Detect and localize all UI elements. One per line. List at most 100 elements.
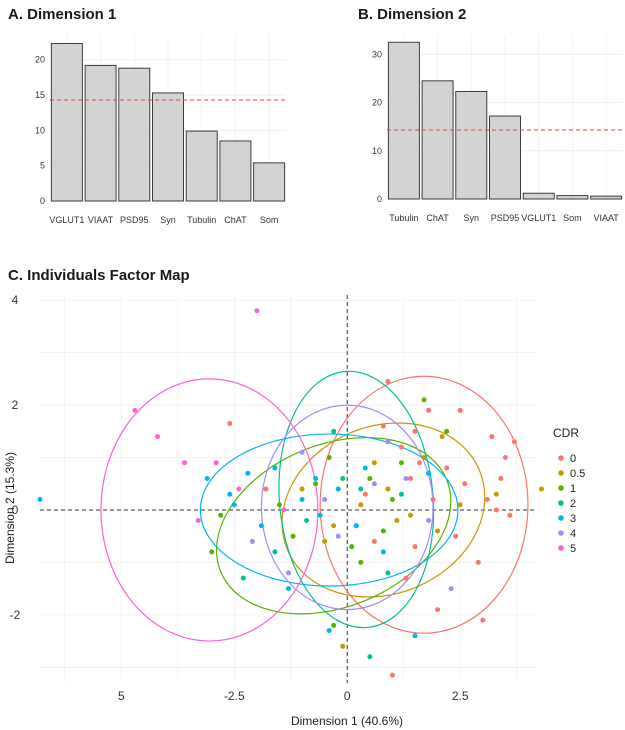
point-cdr-3 xyxy=(353,523,359,529)
point-cdr-0 xyxy=(493,507,499,513)
point-cdr-3 xyxy=(426,470,432,476)
point-cdr-0 xyxy=(484,496,490,502)
legend-key-4 xyxy=(558,530,564,536)
point-cdr-0 xyxy=(407,476,413,482)
panel-a-title: A. Dimension 1 xyxy=(8,6,116,23)
point-cdr-0 xyxy=(385,379,391,385)
point-cdr-3 xyxy=(227,491,233,497)
point-cdr-0.5 xyxy=(358,502,364,508)
bar-viaat xyxy=(84,64,117,202)
x-tick-label: ChAT xyxy=(224,215,247,225)
point-cdr-5 xyxy=(195,517,201,523)
point-cdr-4 xyxy=(371,481,377,487)
point-cdr-1 xyxy=(313,481,319,487)
x-tick-label: PSD95 xyxy=(120,215,149,225)
point-cdr-2 xyxy=(358,486,364,492)
point-cdr-1 xyxy=(218,512,224,518)
x-tick-label: Syn xyxy=(160,215,176,225)
point-cdr-0 xyxy=(489,434,495,440)
y-tick-label: 4 xyxy=(12,293,19,307)
legend-label: 3 xyxy=(570,513,576,525)
point-cdr-3 xyxy=(299,496,305,502)
point-cdr-0 xyxy=(435,607,441,613)
point-cdr-3 xyxy=(335,486,341,492)
point-cdr-1 xyxy=(367,476,373,482)
point-cdr-0 xyxy=(398,444,404,450)
point-cdr-2 xyxy=(385,570,391,576)
point-cdr-5 xyxy=(254,308,260,314)
point-cdr-2 xyxy=(367,654,373,660)
point-cdr-0.5 xyxy=(340,643,346,649)
point-cdr-0 xyxy=(502,455,508,461)
x-tick-label: Syn xyxy=(464,213,480,223)
bar-som xyxy=(253,162,286,202)
point-cdr-5 xyxy=(182,460,188,466)
point-cdr-0.5 xyxy=(457,502,463,508)
x-tick-label: ChAT xyxy=(426,213,449,223)
bar-chat xyxy=(421,80,454,200)
x-tick-label: 5 xyxy=(118,689,125,703)
cdr-legend: CDR 0 0.5 1 2 3 4 5 xyxy=(553,426,585,555)
point-cdr-5 xyxy=(154,434,160,440)
point-cdr-0 xyxy=(362,491,368,497)
legend-key-0 xyxy=(558,455,564,461)
point-cdr-1 xyxy=(209,549,215,555)
point-cdr-2 xyxy=(304,517,310,523)
y-tick-label: 0 xyxy=(40,196,45,206)
panel-b-title: B. Dimension 2 xyxy=(358,6,466,23)
y-tick-label: 20 xyxy=(372,98,382,108)
x-axis-label: Dimension 1 (40.6%) xyxy=(291,714,403,728)
point-cdr-0.5 xyxy=(322,538,328,544)
dimension-2-bar-chart: 0 10 20 30 Tubulin ChAT Syn PSD95 VGLUT1 Som VIAAT xyxy=(372,35,623,223)
ellipse-cdr-0.5 xyxy=(281,422,486,598)
point-cdr-3 xyxy=(231,502,237,508)
bar-psd95 xyxy=(489,115,521,200)
y-tick-label: 10 xyxy=(372,146,382,156)
point-cdr-3 xyxy=(286,586,291,592)
legend-key-5 xyxy=(558,545,564,551)
point-cdr-3 xyxy=(258,523,264,529)
point-cdr-4 xyxy=(299,449,305,455)
point-cdr-0.5 xyxy=(371,460,377,466)
point-cdr-3 xyxy=(412,633,418,639)
point-cdr-4 xyxy=(426,517,432,523)
point-cdr-0 xyxy=(457,407,463,413)
point-cdr-1 xyxy=(398,460,404,466)
point-cdr-1 xyxy=(349,544,355,550)
y-tick-label: -2 xyxy=(10,608,21,622)
legend-key-0.5 xyxy=(558,470,564,476)
plot-background xyxy=(40,295,537,683)
y-tick-label: 0 xyxy=(377,194,382,204)
x-tick-label: -2.5 xyxy=(224,689,245,703)
point-cdr-1 xyxy=(331,622,337,628)
point-cdr-3 xyxy=(37,496,43,502)
point-cdr-4 xyxy=(322,496,328,502)
point-cdr-0.5 xyxy=(407,512,413,518)
point-cdr-0 xyxy=(444,465,450,471)
bar-tubulin xyxy=(387,41,420,200)
ellipse-cdr-5 xyxy=(100,378,319,642)
legend-key-1 xyxy=(558,485,564,491)
point-cdr-0.5 xyxy=(435,528,441,534)
individuals-factor-map: 5 -2.5 0 2.5 4 2 0 -2 xyxy=(10,293,545,703)
y-tick-label: 2 xyxy=(12,398,19,412)
bar-syn xyxy=(152,92,184,202)
point-cdr-4 xyxy=(385,439,391,445)
bar-som xyxy=(556,195,589,200)
x-tick-label: Som xyxy=(563,213,582,223)
point-cdr-0.5 xyxy=(385,486,391,492)
y-tick-label: 30 xyxy=(372,49,382,59)
dimension-1-bar-chart: 0 5 10 15 20 VGLUT1 VIAAT PSD95 Syn Tubulin ChAT So… xyxy=(35,35,286,225)
point-cdr-0.5 xyxy=(493,491,499,497)
legend-label: 0 xyxy=(570,453,576,465)
legend-label: 0.5 xyxy=(570,468,585,480)
point-cdr-4 xyxy=(448,586,454,592)
ellipse-cdr-0 xyxy=(319,375,529,634)
y-tick-label: 10 xyxy=(35,125,45,135)
point-cdr-0 xyxy=(417,460,423,466)
point-cdr-0.5 xyxy=(299,486,305,492)
point-cdr-5 xyxy=(132,407,138,413)
bar-vglut1 xyxy=(522,192,555,200)
legend-label: 5 xyxy=(570,543,576,555)
